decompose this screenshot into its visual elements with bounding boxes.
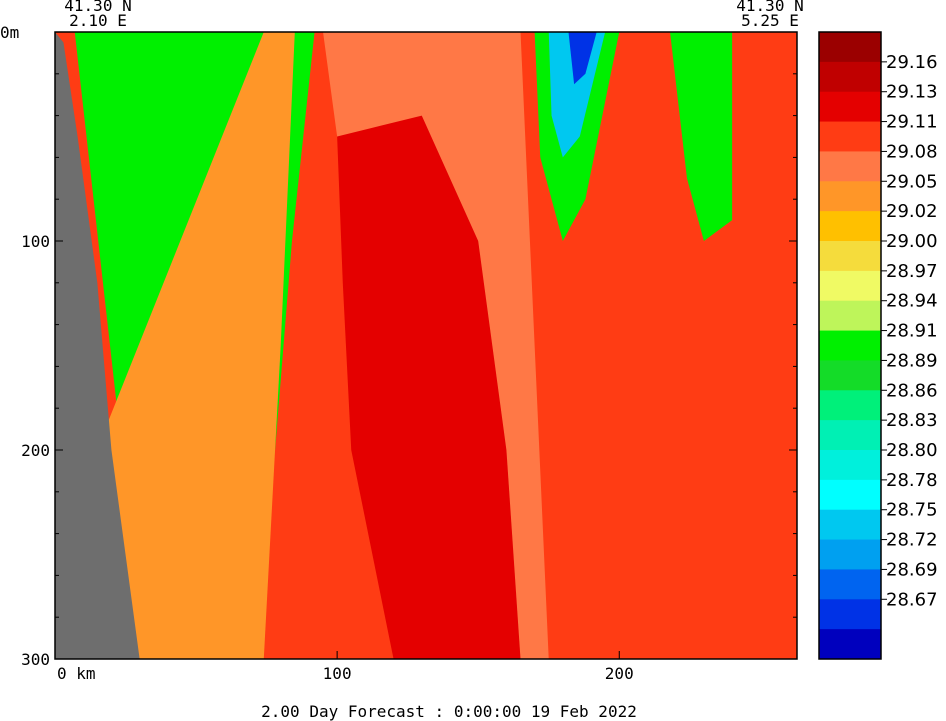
colorbar-swatch xyxy=(819,32,881,63)
colorbar-label: 29.13 xyxy=(886,82,938,103)
temperature-region xyxy=(568,32,597,85)
plot-area xyxy=(55,32,797,660)
land-mask xyxy=(55,32,140,659)
start-lon-label: 2.10 E xyxy=(69,11,127,30)
y-tick-label-top: 0m xyxy=(0,23,19,42)
colorbar-swatch xyxy=(819,360,881,391)
colorbar-frame xyxy=(818,31,882,660)
colorbar-swatch xyxy=(819,479,881,511)
x-tick-label-first: 0 km xyxy=(57,664,96,683)
colorbar-swatch xyxy=(819,61,881,93)
colorbar-label: 29.08 xyxy=(886,141,938,162)
temperature-region xyxy=(670,32,733,241)
x-tick-label: 200 xyxy=(605,664,634,683)
colorbar: 29.16 29.13 29.11 29.08 29.05 29.02 29.00 28.97… xyxy=(819,32,938,660)
colorbar-label: 28.72 xyxy=(886,530,938,551)
temperature-region xyxy=(548,32,606,158)
y-tick-label: 100 xyxy=(21,232,50,251)
colorbar-swatch xyxy=(819,91,881,123)
colorbar-swatch xyxy=(819,569,881,600)
colorbar-label: 29.11 xyxy=(886,112,938,133)
colorbar-swatch xyxy=(819,300,881,332)
colorbar-label: 28.94 xyxy=(886,291,938,312)
colorbar-label: 28.91 xyxy=(886,321,938,342)
colorbar-label: 28.75 xyxy=(886,500,938,521)
end-lat-label: 41.30 N xyxy=(736,0,803,15)
end-lon-label: 5.25 E xyxy=(741,11,799,30)
colorbar-swatch xyxy=(819,539,881,570)
colorbar-label: 29.16 xyxy=(886,52,938,73)
colorbar-label: 29.00 xyxy=(886,231,938,252)
chart-title: 2.00 Day Forecast : 0:00:00 19 Feb 2022 xyxy=(261,702,637,721)
colorbar-label: 28.80 xyxy=(886,440,938,461)
colorbar-label: 29.05 xyxy=(886,171,938,192)
colorbar-label: 28.86 xyxy=(886,380,938,401)
colorbar-label: 28.69 xyxy=(886,559,938,580)
x-tick-label: 100 xyxy=(323,664,352,683)
colorbar-label: 28.97 xyxy=(886,261,938,282)
colorbar-swatch xyxy=(819,509,881,541)
colorbar-swatch xyxy=(819,270,881,302)
colorbar-swatch xyxy=(819,121,881,152)
colorbar-label: 28.83 xyxy=(886,410,938,431)
start-lat-label: 41.30 N xyxy=(64,0,131,15)
plot-frame xyxy=(54,31,798,660)
x-axis: 0 km 100 200 xyxy=(57,651,634,683)
colorbar-swatch xyxy=(819,629,881,660)
y-tick-label: 200 xyxy=(21,441,50,460)
y-tick-label: 300 xyxy=(21,650,50,669)
colorbar-swatch xyxy=(819,211,881,242)
colorbar-swatch xyxy=(819,151,881,182)
colorbar-swatch xyxy=(819,599,881,630)
colorbar-label: 28.78 xyxy=(886,470,938,491)
y-axis: 0m 100 200 300 xyxy=(0,23,797,669)
colorbar-swatch xyxy=(819,241,881,272)
colorbar-swatch xyxy=(819,390,881,421)
temperature-region xyxy=(337,115,521,660)
colorbar-label: 29.02 xyxy=(886,201,938,222)
colorbar-swatch xyxy=(819,450,881,481)
colorbar-label: 28.89 xyxy=(886,350,938,371)
colorbar-label: 28.67 xyxy=(886,589,938,610)
colorbar-swatch xyxy=(819,330,881,361)
colorbar-swatch xyxy=(819,181,881,212)
colorbar-swatch xyxy=(819,420,881,451)
